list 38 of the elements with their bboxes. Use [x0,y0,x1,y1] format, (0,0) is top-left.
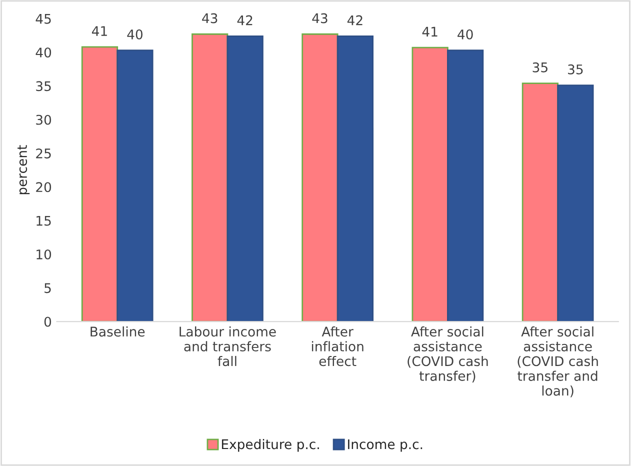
y-tick-label: 25 [36,148,51,158]
x-tick-label: Baseline [90,326,145,337]
bar [336,35,374,322]
y-tick-label: 30 [36,114,52,125]
data-label: 40 [127,29,142,40]
data-label: 35 [532,62,548,72]
y-tick-label: 20 [36,182,52,192]
y-tick-label: 10 [36,249,52,260]
data-label: 43 [312,13,328,24]
y-tick-label: 40 [36,48,52,58]
bar [116,50,154,322]
x-tick-label: Labour income and transfers fall [180,326,276,366]
legend-label: Expediture p.c. [222,439,319,452]
data-label: 40 [458,29,473,40]
data-label: 41 [92,26,107,36]
data-label: 43 [202,13,218,24]
legend-label: Income p.c. [348,439,422,452]
bar [226,35,264,322]
x-tick-label: After social assistance (COVID cash transfer) [408,326,488,382]
y-tick-label: 5 [44,283,51,294]
data-label: 41 [422,26,438,37]
bar [81,46,118,322]
y-axis-title: percent [18,145,30,194]
data-label: 35 [568,64,583,74]
bar [522,82,559,322]
y-tick-label: 35 [36,81,51,92]
bar [412,46,448,322]
bar [192,33,228,322]
y-tick-label: 15 [36,216,51,226]
bar [557,84,594,322]
x-tick-label: After social assistance (COVID cash transfer and loan) [518,326,598,398]
x-tick-label: After inflation effect [312,326,364,366]
data-label: 42 [347,15,362,26]
y-tick-label: 45 [36,14,51,24]
y-tick-label: 0 [44,316,52,327]
bar [302,33,338,322]
data-label: 42 [237,15,252,26]
bar [447,50,484,322]
